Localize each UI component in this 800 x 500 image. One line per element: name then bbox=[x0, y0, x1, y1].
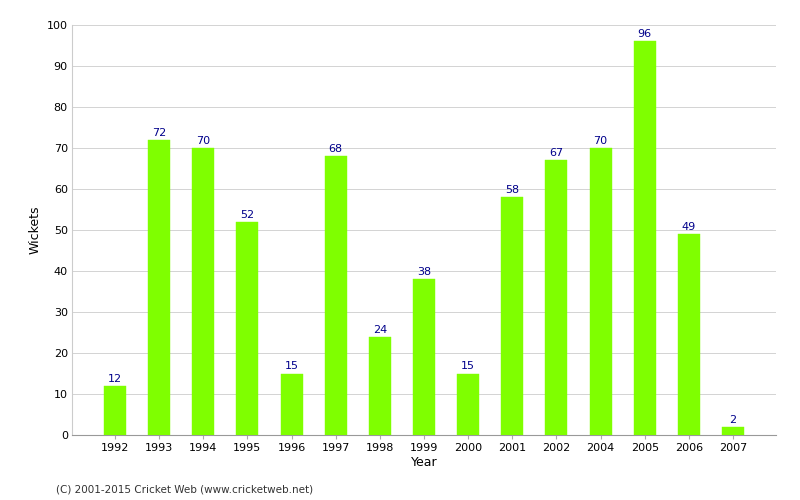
Bar bbox=[546, 160, 567, 435]
Bar bbox=[590, 148, 611, 435]
Text: (C) 2001-2015 Cricket Web (www.cricketweb.net): (C) 2001-2015 Cricket Web (www.cricketwe… bbox=[56, 485, 313, 495]
Text: 38: 38 bbox=[417, 267, 431, 277]
Text: 15: 15 bbox=[285, 362, 298, 372]
Bar bbox=[502, 197, 523, 435]
Text: 12: 12 bbox=[108, 374, 122, 384]
Bar bbox=[413, 279, 435, 435]
Text: 96: 96 bbox=[638, 30, 652, 40]
Bar bbox=[722, 427, 744, 435]
Bar bbox=[325, 156, 346, 435]
Bar bbox=[104, 386, 126, 435]
Bar bbox=[192, 148, 214, 435]
Bar bbox=[457, 374, 479, 435]
Text: 58: 58 bbox=[506, 185, 519, 195]
Text: 68: 68 bbox=[329, 144, 342, 154]
X-axis label: Year: Year bbox=[410, 456, 438, 469]
Bar bbox=[281, 374, 302, 435]
Text: 24: 24 bbox=[373, 324, 387, 334]
Text: 67: 67 bbox=[550, 148, 563, 158]
Text: 15: 15 bbox=[461, 362, 475, 372]
Text: 72: 72 bbox=[152, 128, 166, 138]
Bar bbox=[634, 42, 656, 435]
Bar bbox=[678, 234, 700, 435]
Text: 70: 70 bbox=[594, 136, 608, 146]
Bar bbox=[148, 140, 170, 435]
Text: 70: 70 bbox=[196, 136, 210, 146]
Y-axis label: Wickets: Wickets bbox=[28, 206, 42, 254]
Text: 52: 52 bbox=[240, 210, 254, 220]
Bar bbox=[237, 222, 258, 435]
Bar bbox=[369, 336, 391, 435]
Text: 49: 49 bbox=[682, 222, 696, 232]
Text: 2: 2 bbox=[730, 415, 737, 425]
